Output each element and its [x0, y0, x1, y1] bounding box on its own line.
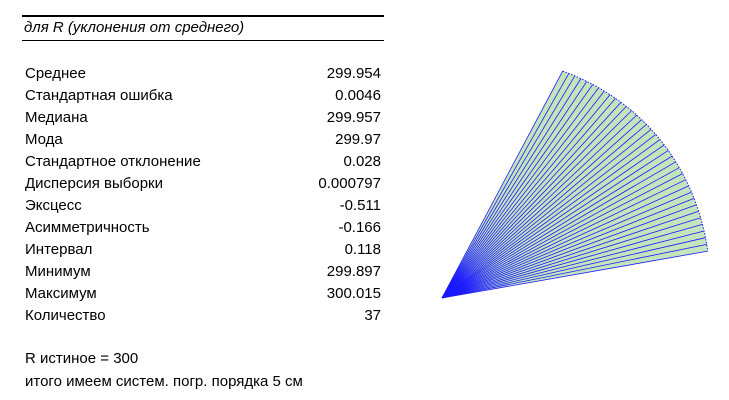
stat-value: 37 — [364, 307, 381, 324]
fan-spoke — [441, 119, 642, 299]
stat-value: 0.000797 — [318, 175, 381, 192]
fan-spoke — [441, 124, 647, 299]
stat-row: Количество 37 — [22, 305, 384, 327]
fan-spoke — [441, 114, 637, 299]
stat-row: Среднее 299.954 — [22, 63, 384, 85]
fan-spoke — [441, 134, 656, 299]
fan-spoke — [441, 73, 570, 299]
stat-label: Мода — [25, 131, 63, 148]
radial-fan-diagram — [441, 70, 709, 299]
fan-spoke — [441, 155, 673, 299]
fan-spoke — [441, 98, 616, 299]
fan-spoke — [441, 230, 705, 299]
fan-spoke — [441, 84, 594, 299]
fan-spoke — [441, 70, 564, 299]
fan-spoke — [441, 198, 695, 299]
fan-spoke — [441, 87, 599, 299]
stat-value: 299.957 — [326, 109, 381, 126]
fan-spoke — [441, 110, 632, 299]
stat-value: -0.166 — [338, 219, 381, 236]
fan-spoke — [441, 224, 703, 299]
stat-label: Асимметричность — [25, 219, 150, 236]
stat-row: Мода 299.97 — [22, 129, 384, 151]
statistics-title: для R (уклонения от среднего) — [22, 15, 384, 41]
fan-spokes — [441, 70, 709, 299]
fan-spoke — [441, 191, 692, 299]
true-radius-note: R истиное = 300 — [25, 350, 139, 367]
stat-value: -0.511 — [339, 197, 381, 214]
stat-value: 0.118 — [344, 241, 381, 258]
stat-label: Стандартное отклонение — [25, 153, 201, 170]
notes: R истиное = 300 итого имеем систем. погр… — [25, 347, 303, 393]
stat-value: 0.028 — [343, 153, 381, 170]
fan-spoke — [441, 139, 661, 299]
stat-value: 300.015 — [326, 285, 381, 302]
fan-spoke — [441, 161, 677, 299]
stat-row: Интервал 0.118 — [22, 239, 384, 261]
fan-spoke — [441, 167, 680, 299]
stat-label: Среднее — [25, 65, 86, 82]
fan-spoke — [441, 90, 605, 299]
stat-value: 299.954 — [326, 65, 381, 82]
fan-arc-edge — [562, 70, 709, 252]
fan-spoke — [441, 237, 706, 299]
stat-label: Количество — [25, 307, 106, 324]
stat-row: Дисперсия выборки 0.000797 — [22, 173, 384, 195]
stat-label: Максимум — [25, 285, 97, 302]
stat-value: 299.897 — [326, 263, 381, 280]
stat-row: Асимметричность -0.166 — [22, 217, 384, 239]
stat-row: Минимум 299.897 — [22, 261, 384, 283]
stat-label: Стандартная ошибка — [25, 87, 173, 104]
fan-spoke — [441, 204, 697, 299]
fan-spoke — [441, 150, 669, 299]
fan-spoke — [441, 102, 622, 299]
fan-spoke — [441, 250, 708, 299]
stat-row: Стандартная ошибка 0.0046 — [22, 85, 384, 107]
fan-spoke — [441, 244, 707, 299]
fan-spoke — [441, 78, 582, 299]
fan-spoke — [441, 75, 576, 299]
stat-value: 0.0046 — [335, 87, 381, 104]
stat-value: 299.97 — [335, 131, 381, 148]
statistics-rows: Среднее 299.954 Стандартная ошибка 0.0046 … — [22, 63, 384, 327]
statistics-table: для R (уклонения от среднего) Среднее 299… — [22, 15, 384, 327]
fan-spoke — [441, 217, 701, 299]
fan-spoke — [441, 81, 588, 299]
fan-spoke — [441, 128, 652, 299]
fan-spoke — [441, 106, 627, 299]
stat-row: Эксцесс -0.511 — [22, 195, 384, 217]
fan-spoke — [441, 185, 689, 299]
systematic-error-note: итого имеем систем. погр. порядка 5 см — [25, 373, 303, 390]
stat-label: Интервал — [25, 241, 93, 258]
fan-spoke — [441, 179, 686, 299]
stat-row: Медиана 299.957 — [22, 107, 384, 129]
stat-label: Дисперсия выборки — [25, 175, 163, 192]
stat-label: Медиана — [25, 109, 88, 126]
stat-label: Минимум — [25, 263, 91, 280]
fan-spoke — [441, 94, 611, 299]
fan-spoke — [441, 210, 699, 299]
stat-row: Максимум 300.015 — [22, 283, 384, 305]
fan-spoke — [441, 173, 683, 299]
stat-row: Стандартное отклонение 0.028 — [22, 151, 384, 173]
stat-label: Эксцесс — [25, 197, 82, 214]
fan-spoke — [441, 144, 665, 299]
